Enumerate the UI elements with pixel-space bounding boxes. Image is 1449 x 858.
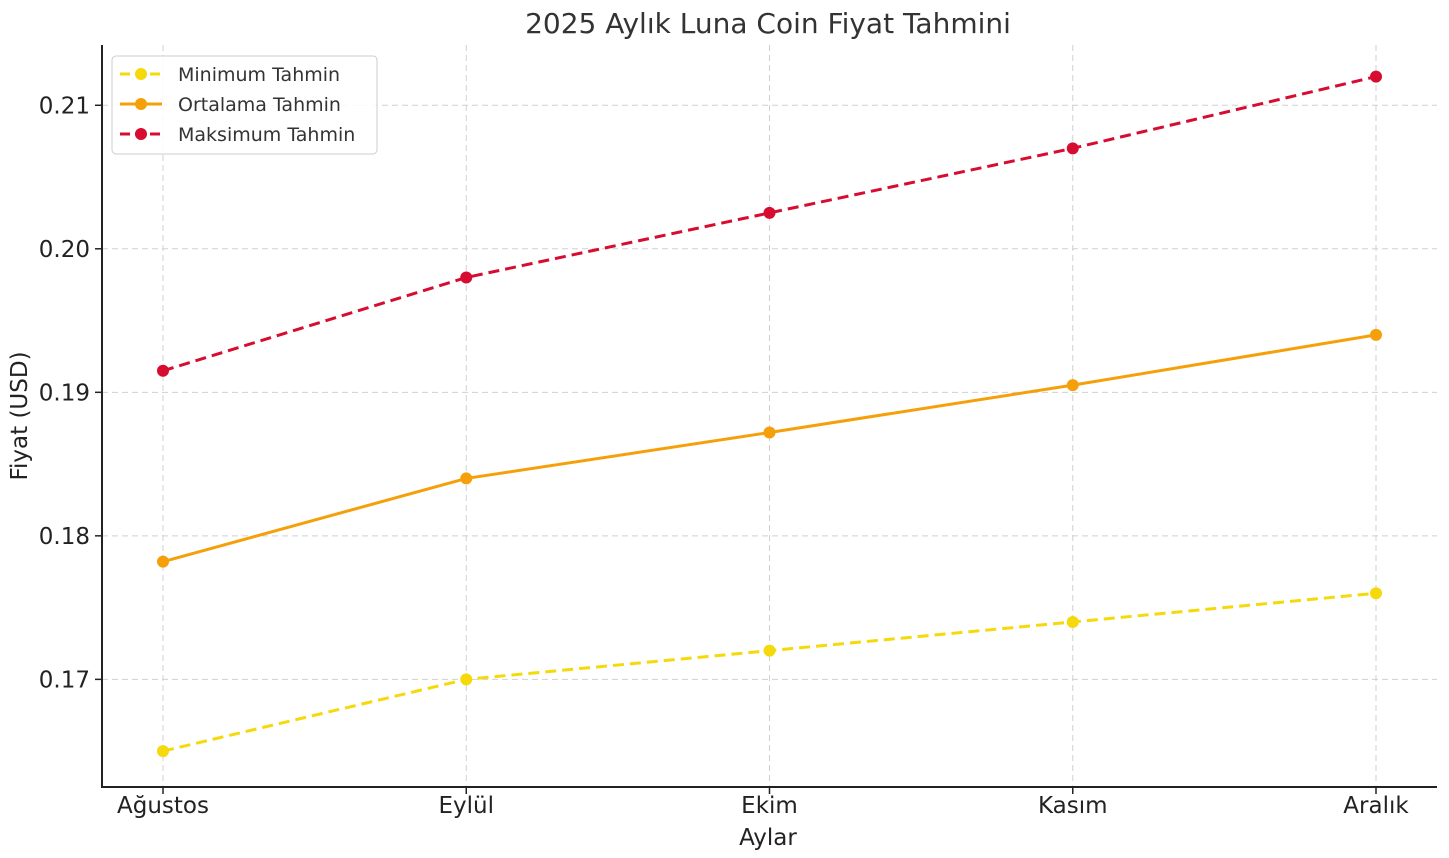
data-point xyxy=(1370,328,1382,341)
x-tick-label: Eylül xyxy=(438,793,494,819)
data-point xyxy=(460,271,473,284)
y-tick-label: 0.19 xyxy=(39,380,90,406)
x-axis-label: Aylar xyxy=(739,825,797,851)
legend-label: Ortalama Tahmin xyxy=(178,94,341,116)
data-point xyxy=(157,364,169,377)
data-point xyxy=(763,206,776,219)
x-tick-label: Ağustos xyxy=(117,793,209,819)
legend-frame xyxy=(111,55,378,155)
data-point xyxy=(460,673,473,686)
x-tick-label: Aralık xyxy=(1343,793,1409,819)
legend-label: Minimum Tahmin xyxy=(178,64,340,86)
tick-labels: Ağustos Eylül Ekim Kasım Aralık 0.17 0.18 0.19 0… xyxy=(39,93,1410,819)
data-point xyxy=(1066,615,1079,628)
data-point xyxy=(157,555,169,568)
data-point xyxy=(1066,142,1079,155)
data-point xyxy=(1066,379,1079,392)
data-point xyxy=(763,644,776,657)
data-point xyxy=(1370,70,1382,83)
legend-label: Maksimum Tahmin xyxy=(178,124,355,146)
chart-title: 2025 Aylık Luna Coin Fiyat Tahmini xyxy=(525,7,1011,40)
series-layer xyxy=(157,70,1382,758)
y-tick-label: 0.20 xyxy=(39,237,90,263)
y-tick-label: 0.21 xyxy=(39,93,90,119)
y-tick-label: 0.18 xyxy=(39,524,90,550)
x-tick-label: Kasım xyxy=(1038,793,1108,819)
legend: Minimum Tahmin Ortalama Tahmin Maksimum Ta… xyxy=(111,55,378,155)
legend-marker xyxy=(135,128,147,140)
y-axis-label: Fiyat (USD) xyxy=(7,351,33,480)
series-line xyxy=(162,75,1377,373)
legend-marker xyxy=(135,98,147,110)
grid xyxy=(102,45,1437,787)
data-point xyxy=(157,745,169,758)
y-tick-label: 0.17 xyxy=(39,667,90,693)
x-tick-label: Ekim xyxy=(741,793,798,819)
data-point xyxy=(460,472,473,485)
legend-marker xyxy=(135,68,147,80)
data-point xyxy=(1370,587,1382,600)
data-point xyxy=(763,426,776,439)
